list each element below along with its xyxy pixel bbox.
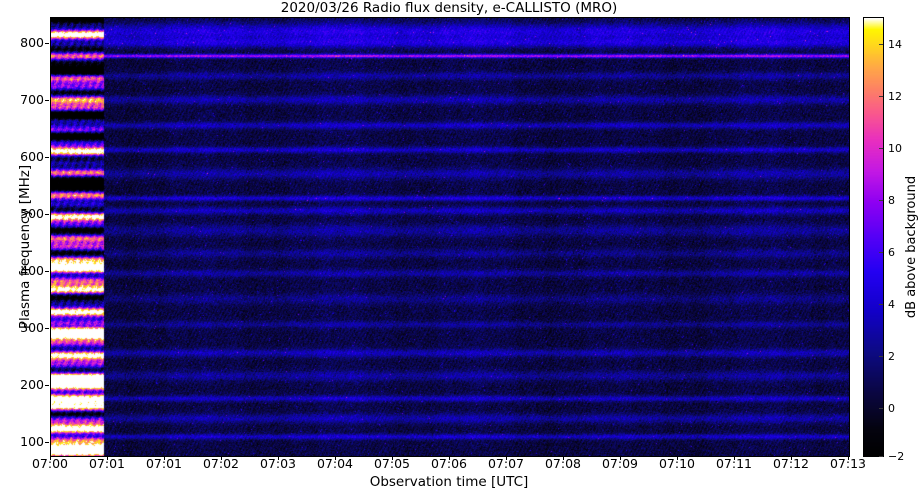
page-title: 2020/03/26 Radio flux density, e-CALLIST… bbox=[280, 0, 618, 16]
colorbar-tick-mark bbox=[879, 456, 883, 457]
x-tick-mark bbox=[734, 456, 735, 460]
y-tick-mark bbox=[45, 328, 49, 329]
x-tick-mark bbox=[506, 456, 507, 460]
y-tick-300: 300 bbox=[20, 320, 44, 335]
x-tick-mark bbox=[107, 456, 108, 460]
x-axis-label: Observation time [UTC] bbox=[369, 474, 529, 490]
y-tick-mark bbox=[45, 385, 49, 386]
y-tick-500: 500 bbox=[20, 206, 44, 221]
x-tick-11: 07:10 bbox=[658, 456, 696, 471]
x-tick-12: 07:11 bbox=[715, 456, 753, 471]
x-tick-8: 07:07 bbox=[487, 456, 525, 471]
colorbar-tick-mark bbox=[879, 44, 883, 45]
colorbar-gradient bbox=[864, 18, 883, 456]
colorbar-tick-mark bbox=[879, 200, 883, 201]
x-tick-14: 07:13 bbox=[829, 456, 867, 471]
x-tick-9: 07:08 bbox=[544, 456, 582, 471]
y-tick-400: 400 bbox=[20, 263, 44, 278]
colorbar-tick-0: 0 bbox=[888, 402, 895, 415]
colorbar-tick--2: −2 bbox=[888, 450, 905, 463]
colorbar bbox=[863, 17, 884, 457]
y-tick-mark bbox=[45, 271, 49, 272]
y-tick-mark bbox=[45, 43, 49, 44]
y-tick-mark bbox=[45, 157, 49, 158]
spectrogram-image bbox=[51, 18, 849, 456]
x-tick-mark bbox=[449, 456, 450, 460]
x-tick-mark bbox=[221, 456, 222, 460]
x-tick-mark bbox=[164, 456, 165, 460]
colorbar-label: dB above background bbox=[904, 175, 919, 319]
x-tick-0: 07:00 bbox=[31, 456, 69, 471]
colorbar-tick-4: 4 bbox=[888, 298, 895, 311]
x-tick-mark bbox=[50, 456, 51, 460]
x-tick-2: 07:01 bbox=[145, 456, 183, 471]
x-tick-mark bbox=[563, 456, 564, 460]
x-tick-6: 07:05 bbox=[373, 456, 411, 471]
y-axis-tick-marks bbox=[0, 0, 60, 494]
colorbar-tick-6: 6 bbox=[888, 246, 895, 259]
y-tick-600: 600 bbox=[20, 149, 44, 164]
spectrogram-plot-area bbox=[50, 17, 850, 457]
y-axis-tick-labels: 800 700 600 500 400 300 200 100 bbox=[0, 0, 44, 494]
y-tick-200: 200 bbox=[20, 377, 44, 392]
x-tick-1: 07:01 bbox=[88, 456, 126, 471]
colorbar-tick-12: 12 bbox=[888, 90, 902, 103]
y-tick-mark bbox=[45, 100, 49, 101]
x-tick-mark bbox=[335, 456, 336, 460]
x-tick-4: 07:03 bbox=[259, 456, 297, 471]
x-tick-mark bbox=[848, 456, 849, 460]
x-tick-mark bbox=[677, 456, 678, 460]
x-tick-mark bbox=[791, 456, 792, 460]
colorbar-tick-2: 2 bbox=[888, 350, 895, 363]
x-tick-5: 07:04 bbox=[316, 456, 354, 471]
colorbar-tick-mark bbox=[879, 148, 883, 149]
colorbar-tick-14: 14 bbox=[888, 38, 902, 51]
colorbar-tick-mark bbox=[879, 96, 883, 97]
y-tick-800: 800 bbox=[20, 35, 44, 50]
colorbar-tick-8: 8 bbox=[888, 194, 895, 207]
x-tick-3: 07:02 bbox=[202, 456, 240, 471]
x-tick-10: 07:09 bbox=[601, 456, 639, 471]
colorbar-tick-mark bbox=[879, 356, 883, 357]
x-tick-7: 07:06 bbox=[430, 456, 468, 471]
x-tick-13: 07:12 bbox=[772, 456, 810, 471]
x-tick-mark bbox=[620, 456, 621, 460]
y-tick-mark bbox=[45, 442, 49, 443]
y-tick-100: 100 bbox=[20, 434, 44, 449]
y-tick-700: 700 bbox=[20, 92, 44, 107]
colorbar-tick-mark bbox=[879, 408, 883, 409]
x-tick-mark bbox=[278, 456, 279, 460]
colorbar-tick-10: 10 bbox=[888, 142, 902, 155]
y-tick-mark bbox=[45, 214, 49, 215]
colorbar-tick-mark bbox=[879, 252, 883, 253]
x-tick-mark bbox=[392, 456, 393, 460]
colorbar-tick-mark bbox=[879, 304, 883, 305]
